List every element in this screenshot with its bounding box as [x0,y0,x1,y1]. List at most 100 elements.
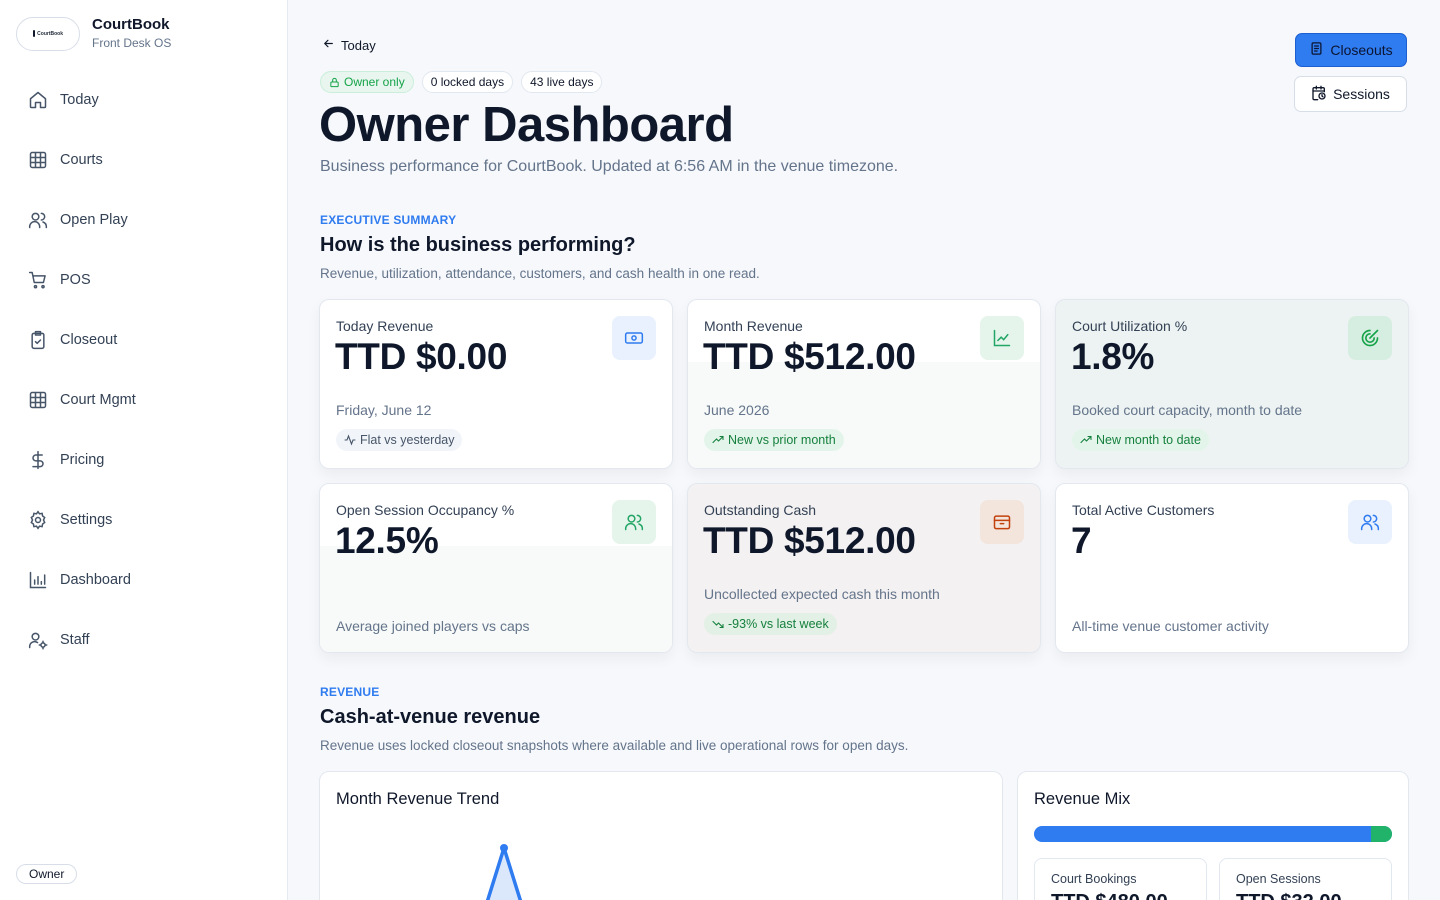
kpi-card-today-revenue[interactable]: Today Revenue TTD $0.00 Friday, June 12 … [319,299,673,469]
trending-up-icon [712,435,724,444]
trend-label: New vs prior month [728,433,836,447]
trend-point [500,844,508,852]
owner-only-badge: Owner only [320,71,414,93]
kpi-card-court-utilization[interactable]: Court Utilization % 1.8% Booked court ca… [1055,299,1409,469]
sidebar-item-label: Courts [60,152,103,168]
kpi-label: Today Revenue [336,318,434,334]
kpi-subtitle: Booked court capacity, month to date [1072,402,1303,418]
kpi-value: 12.5% [335,520,439,561]
sidebar-item-label: Dashboard [60,572,131,588]
court-bookings-box: Court Bookings TTD $480.00 [1034,858,1207,900]
target-icon [1348,316,1392,360]
activity-icon [344,434,356,446]
kpi-value: 1.8% [1071,336,1155,377]
mix-label: Open Sessions [1236,872,1321,886]
kpi-card-active-customers[interactable]: Total Active Customers 7 All-time venue … [1055,483,1409,653]
status-pills: Owner only 0 locked days 43 live days [320,71,603,93]
revenue-trend-chart [485,844,523,900]
grid-icon [28,150,48,170]
logo-text: CourtBook [37,30,63,37]
sidebar-item-staff[interactable]: Staff [16,610,272,670]
sidebar-item-label: Closeout [60,332,118,348]
sessions-label: Sessions [1333,86,1390,102]
kpi-value: TTD $512.00 [703,520,916,561]
trend-badge: -93% vs last week [704,613,837,635]
kpi-card-outstanding-cash[interactable]: Outstanding Cash TTD $512.00 Uncollected… [687,483,1041,653]
kpi-subtitle: Friday, June 12 [336,402,432,418]
brand-name: CourtBook [92,16,170,33]
brand[interactable]: CourtBook CourtBook Front Desk OS [16,16,171,51]
trend-badge: Flat vs yesterday [336,429,463,451]
summary-eyebrow: EXECUTIVE SUMMARY [320,213,457,227]
document-icon [1309,41,1324,59]
sidebar-item-label: Court Mgmt [60,392,136,408]
kpi-label: Open Session Occupancy % [336,502,515,518]
kpi-subtitle: June 2026 [704,402,770,418]
dollar-icon [28,450,48,470]
trend-label: Flat vs yesterday [360,433,455,447]
sidebar-item-label: Pricing [60,452,105,468]
sidebar-item-label: Today [60,92,99,108]
grid-icon [28,390,48,410]
sidebar-item-closeout[interactable]: Closeout [16,310,272,370]
calendar-clock-icon [1311,85,1327,104]
sidebar-item-dashboard[interactable]: Dashboard [16,550,272,610]
trending-up-icon [1080,435,1092,444]
kpi-label: Court Utilization % [1072,318,1188,334]
kpi-subtitle: Uncollected expected cash this month [704,586,940,602]
kpi-label: Total Active Customers [1072,502,1215,518]
users-icon [612,500,656,544]
mix-value: TTD $32.00 [1236,891,1342,900]
live-days-badge: 43 live days [521,71,603,93]
sidebar-item-label: Settings [60,512,113,528]
trend-label: New month to date [1096,433,1201,447]
logo-mark-icon [33,30,36,37]
revenue-subtitle: Revenue uses locked closeout snapshots w… [320,738,909,753]
cart-icon [28,270,48,290]
closeouts-button[interactable]: Closeouts [1295,33,1407,67]
role-badge: Owner [16,864,78,884]
sidebar-item-label: Open Play [60,212,128,228]
panel-title: Revenue Mix [1034,790,1131,808]
clipboard-check-icon [28,330,48,350]
back-link[interactable]: Today [322,37,376,53]
sidebar-nav: Today Courts Open Play POS Closeout Cour… [16,70,272,670]
sidebar-item-pricing[interactable]: Pricing [16,430,272,490]
open-sessions-segment [1370,826,1392,842]
mix-value: TTD $480.00 [1051,891,1168,900]
trend-badge: New month to date [1072,429,1209,451]
revenue-mix-bar [1034,826,1392,842]
cash-icon [612,316,656,360]
brand-subtitle: Front Desk OS [92,36,172,50]
line-chart-icon [980,316,1024,360]
revenue-title: Cash-at-venue revenue [320,706,541,728]
open-sessions-box: Open Sessions TTD $32.00 [1219,858,1392,900]
sidebar: CourtBook CourtBook Front Desk OS Today … [0,0,288,900]
sidebar-item-settings[interactable]: Settings [16,490,272,550]
sidebar-item-label: Staff [60,632,90,648]
home-icon [28,90,48,110]
back-link-label: Today [341,37,376,53]
sidebar-item-courts[interactable]: Courts [16,130,272,190]
sidebar-item-pos[interactable]: POS [16,250,272,310]
card-background-fill [320,546,672,652]
revenue-mix-panel: Revenue Mix Court Bookings TTD $480.00 O… [1017,771,1409,900]
lock-icon [330,77,339,87]
sidebar-item-label: POS [60,272,91,288]
kpi-subtitle: All-time venue customer activity [1072,618,1269,634]
main-content: Today Owner only 0 locked days 43 live d… [288,0,1440,900]
kpi-card-month-revenue[interactable]: Month Revenue TTD $512.00 June 2026 New … [687,299,1041,469]
sidebar-item-court-mgmt[interactable]: Court Mgmt [16,370,272,430]
summary-subtitle: Revenue, utilization, attendance, custom… [320,266,760,281]
kpi-card-session-occupancy[interactable]: Open Session Occupancy % 12.5% Average j… [319,483,673,653]
owner-only-label: Owner only [344,75,405,89]
closeouts-label: Closeouts [1330,42,1393,58]
sidebar-item-open-play[interactable]: Open Play [16,190,272,250]
wallet-icon [980,500,1024,544]
kpi-label: Outstanding Cash [704,502,817,518]
sessions-button[interactable]: Sessions [1294,76,1407,112]
panel-title: Month Revenue Trend [336,790,500,808]
kpi-value: 7 [1071,520,1092,561]
kpi-value: TTD $512.00 [703,336,916,377]
sidebar-item-today[interactable]: Today [16,70,272,130]
